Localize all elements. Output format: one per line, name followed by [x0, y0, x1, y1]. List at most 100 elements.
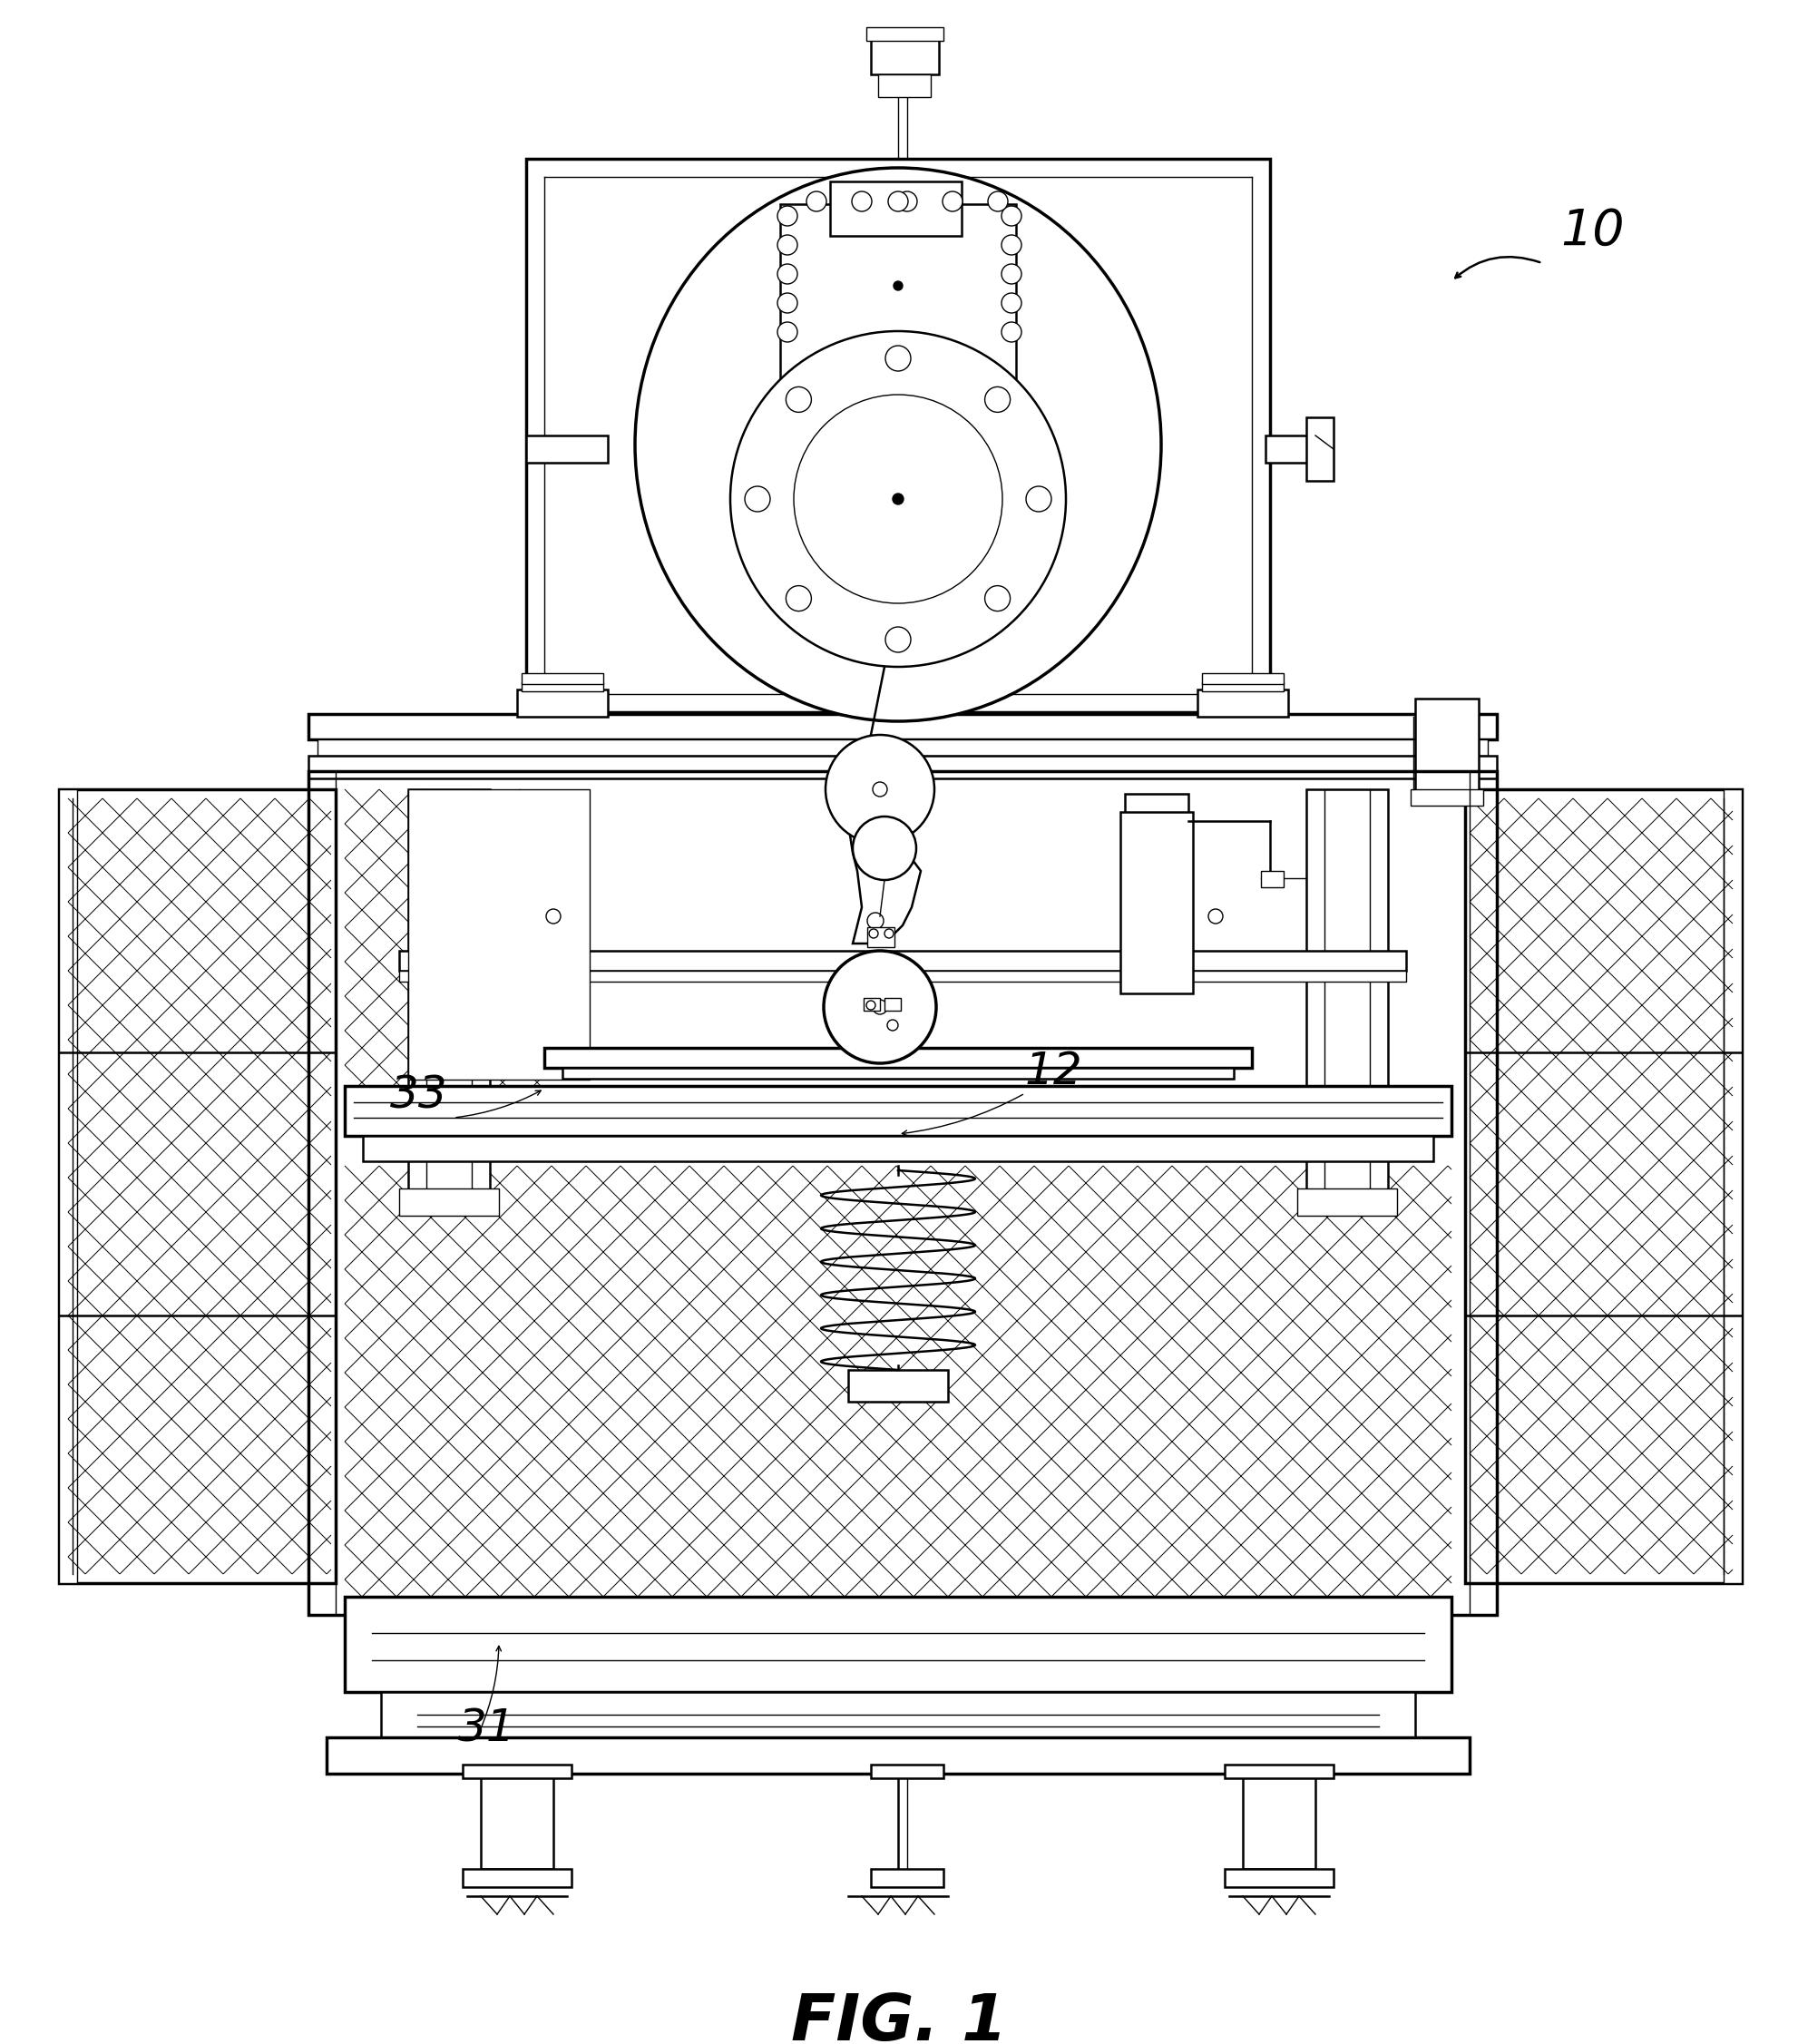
Circle shape — [894, 282, 903, 290]
Bar — [1124, 793, 1188, 822]
Bar — [780, 204, 1016, 380]
Bar — [1120, 811, 1192, 993]
Circle shape — [777, 206, 797, 227]
Bar — [1305, 789, 1388, 1206]
Bar — [516, 689, 608, 717]
Bar — [525, 159, 1269, 711]
Circle shape — [786, 587, 811, 611]
Bar — [849, 1369, 948, 1402]
Bar — [545, 1049, 1251, 1067]
Bar — [462, 1868, 572, 1887]
Bar — [1305, 417, 1332, 480]
Polygon shape — [1464, 789, 1740, 1584]
Bar — [307, 713, 1496, 740]
Bar — [870, 37, 939, 74]
Bar — [521, 672, 602, 685]
Bar — [345, 1085, 1451, 1136]
Circle shape — [777, 292, 797, 313]
Ellipse shape — [635, 168, 1160, 722]
Bar — [327, 1737, 1469, 1774]
Bar — [521, 683, 602, 691]
Circle shape — [786, 386, 811, 413]
Bar — [829, 182, 962, 235]
Circle shape — [547, 910, 561, 924]
Circle shape — [886, 1020, 897, 1030]
Bar — [1224, 1868, 1332, 1887]
Bar — [307, 756, 1496, 779]
Circle shape — [777, 235, 797, 256]
Bar — [345, 1596, 1451, 1692]
Bar — [1264, 435, 1329, 462]
Text: 31: 31 — [458, 1707, 516, 1752]
Circle shape — [777, 323, 797, 341]
Circle shape — [1001, 235, 1021, 256]
Text: 33: 33 — [390, 1075, 448, 1118]
Bar — [525, 435, 608, 462]
Bar — [408, 789, 590, 1079]
Bar — [462, 1764, 572, 1778]
Circle shape — [823, 950, 935, 1063]
Bar — [1201, 672, 1284, 685]
Bar — [863, 997, 879, 1010]
Bar — [563, 1067, 1233, 1079]
Bar — [1260, 871, 1284, 887]
Circle shape — [1001, 264, 1021, 284]
Polygon shape — [843, 793, 921, 944]
Circle shape — [744, 486, 770, 511]
Text: FIG. 1: FIG. 1 — [791, 1991, 1007, 2044]
Bar — [1201, 683, 1284, 691]
Bar — [307, 771, 1496, 1615]
Circle shape — [885, 345, 910, 372]
Circle shape — [1001, 323, 1021, 341]
Circle shape — [777, 264, 797, 284]
Bar — [363, 1136, 1433, 1161]
Circle shape — [1025, 486, 1050, 511]
Circle shape — [793, 394, 1001, 603]
Circle shape — [868, 930, 877, 938]
Circle shape — [872, 783, 886, 797]
Bar — [885, 997, 901, 1010]
Bar — [1722, 789, 1740, 1584]
Bar — [867, 928, 894, 946]
Bar — [1296, 1188, 1397, 1216]
Circle shape — [984, 587, 1010, 611]
Circle shape — [867, 1002, 876, 1010]
Circle shape — [892, 493, 903, 505]
Circle shape — [806, 192, 825, 211]
Bar — [870, 1764, 942, 1778]
Circle shape — [852, 192, 872, 211]
Bar — [1415, 699, 1478, 799]
Circle shape — [730, 331, 1066, 666]
Bar — [1410, 789, 1483, 805]
Circle shape — [888, 192, 908, 211]
Circle shape — [885, 930, 894, 938]
Bar — [877, 74, 930, 96]
Bar — [399, 950, 1406, 971]
Circle shape — [825, 736, 933, 844]
Bar — [870, 1868, 942, 1887]
Bar — [381, 1692, 1415, 1737]
Circle shape — [984, 386, 1010, 413]
Bar — [1224, 1764, 1332, 1778]
Bar — [867, 27, 942, 41]
Bar — [1197, 689, 1287, 717]
Bar — [318, 740, 1487, 756]
Bar — [1242, 1774, 1314, 1868]
Circle shape — [872, 1000, 886, 1014]
Circle shape — [987, 192, 1007, 211]
Bar — [59, 789, 77, 1584]
Bar — [399, 1188, 498, 1216]
Text: 12: 12 — [1025, 1051, 1082, 1094]
Circle shape — [897, 192, 917, 211]
Circle shape — [942, 192, 962, 211]
Circle shape — [1001, 292, 1021, 313]
Circle shape — [1001, 206, 1021, 227]
Bar — [408, 789, 489, 1206]
Circle shape — [885, 628, 910, 652]
Text: 10: 10 — [1559, 206, 1624, 256]
Circle shape — [852, 816, 915, 881]
Polygon shape — [59, 789, 336, 1584]
Circle shape — [1208, 910, 1223, 924]
Bar — [480, 1774, 554, 1868]
Bar — [399, 971, 1406, 981]
